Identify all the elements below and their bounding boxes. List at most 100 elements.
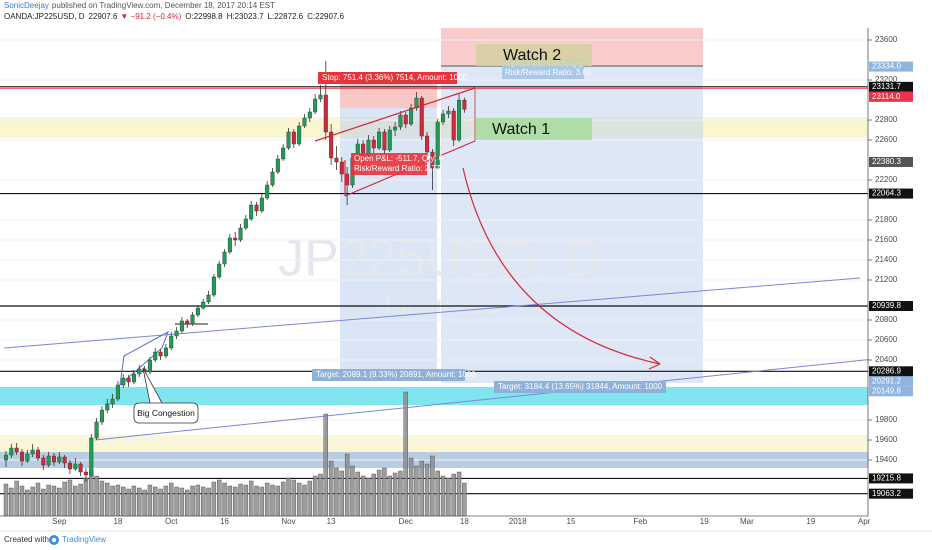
candle-body <box>345 173 350 186</box>
volume-bar <box>3 483 9 517</box>
level-tag <box>869 376 913 387</box>
target-label: Target: 3184.4 (13.65%) 31844, Amount: 1… <box>498 382 663 391</box>
candle-body <box>318 94 323 100</box>
level-label: 19063.2 <box>872 489 901 498</box>
level-label: 22380.3 <box>872 157 901 166</box>
candle-body <box>398 114 403 128</box>
axis-labels: 23600 23200 22800 22600 22200 21800 21600 21400… <box>52 35 913 526</box>
arrow-head <box>648 356 661 370</box>
x-tick-label: Nov <box>281 517 295 526</box>
volume-bar <box>334 467 339 517</box>
candle-body <box>62 456 67 464</box>
volume-bar <box>270 484 275 517</box>
candle-body <box>67 462 72 470</box>
candle-body <box>323 94 328 133</box>
candle-body <box>334 157 339 163</box>
volume-bar <box>312 475 318 517</box>
y-tick-label: 23200 <box>875 75 898 84</box>
volume-bar <box>62 481 67 517</box>
candle-body <box>83 471 88 476</box>
header-line: SonicDeejay published on TradingView.com,… <box>4 1 275 10</box>
volume-bar <box>131 485 137 517</box>
candle-body <box>249 204 254 220</box>
candle-body <box>297 125 302 145</box>
volume-bar <box>264 482 270 517</box>
volume-bar <box>451 473 456 517</box>
y-tick-label: 20800 <box>875 315 898 324</box>
volume-bar <box>408 457 414 517</box>
candle-body <box>286 131 291 149</box>
volume-bar <box>227 485 233 517</box>
ohlc-value: 22907.6 <box>315 12 344 21</box>
projection-arrow <box>462 167 661 365</box>
candle-body <box>462 99 467 110</box>
target-tag <box>312 369 465 381</box>
volume-bar <box>403 391 408 517</box>
x-tick-label: 18 <box>460 517 469 526</box>
level-label: 20939.8 <box>872 301 901 310</box>
candle-body <box>190 314 195 325</box>
y-tick-label: 19400 <box>875 455 898 464</box>
candle-body <box>329 131 334 159</box>
candle-body <box>169 335 174 349</box>
candle-body <box>147 359 152 373</box>
candle-body <box>110 398 115 405</box>
volume-bar <box>206 487 211 517</box>
candle-body <box>425 135 430 153</box>
candle-body <box>419 97 424 137</box>
candle-body <box>259 197 264 212</box>
symbol: OANDA:JP225USD, D <box>4 12 85 21</box>
level-label: 23114.0 <box>872 92 901 101</box>
candle-body <box>131 373 136 383</box>
candle-body <box>339 161 344 175</box>
brand-logo <box>49 535 59 545</box>
candle-body <box>435 121 440 169</box>
volume-bar <box>430 455 435 517</box>
level-tag <box>869 81 913 92</box>
y-tick-label: 23600 <box>875 35 898 44</box>
x-tick-label: Mar <box>740 517 754 526</box>
candle-body <box>281 147 286 160</box>
footer-brand[interactable]: TradingView <box>62 535 106 544</box>
volume-bar <box>57 487 62 517</box>
candle-body <box>115 384 120 400</box>
candle-body <box>313 98 318 113</box>
volume-bar <box>126 488 131 517</box>
volume-bar <box>414 465 419 517</box>
x-tick-label: Feb <box>633 517 647 526</box>
candle-body <box>99 409 104 423</box>
volume-bar <box>456 471 462 517</box>
candle-body <box>233 237 238 241</box>
x-tick-label: Oct <box>165 517 178 526</box>
watch-label: Watch 1 <box>492 121 550 138</box>
trend-line <box>3 277 861 349</box>
volume-bar <box>232 486 238 517</box>
volume-bar <box>35 482 41 517</box>
volume-bar <box>318 473 323 517</box>
volume-bar <box>46 484 51 517</box>
volume-bar <box>115 484 121 517</box>
candle-body <box>243 218 248 229</box>
level-tag <box>869 386 913 397</box>
candle-body <box>457 99 462 141</box>
x-tick-label: 18 <box>113 517 122 526</box>
candle-body <box>409 107 414 125</box>
last-price: 22907.6 <box>88 12 117 21</box>
candle-body <box>179 320 184 332</box>
pnl-label: Open P&L: -511.7, Qty: 0 <box>354 154 444 163</box>
volume-bar <box>14 480 19 517</box>
x-tick-label: Apr <box>858 517 871 526</box>
volume-bar <box>78 483 83 517</box>
candle-body <box>217 263 222 278</box>
symbol-line: OANDA:JP225USD, D 22907.6 ▼ −91.2 (−0.4%) O… <box>4 12 345 21</box>
volume-bar <box>275 485 281 517</box>
volume-bar <box>440 475 446 517</box>
candle-body <box>25 453 30 462</box>
level-tag <box>869 156 913 167</box>
pnl-tag <box>351 153 427 175</box>
level-label: 20149.8 <box>872 386 901 395</box>
ohlc-prefix: C: <box>307 12 315 21</box>
candle-body <box>393 126 398 131</box>
